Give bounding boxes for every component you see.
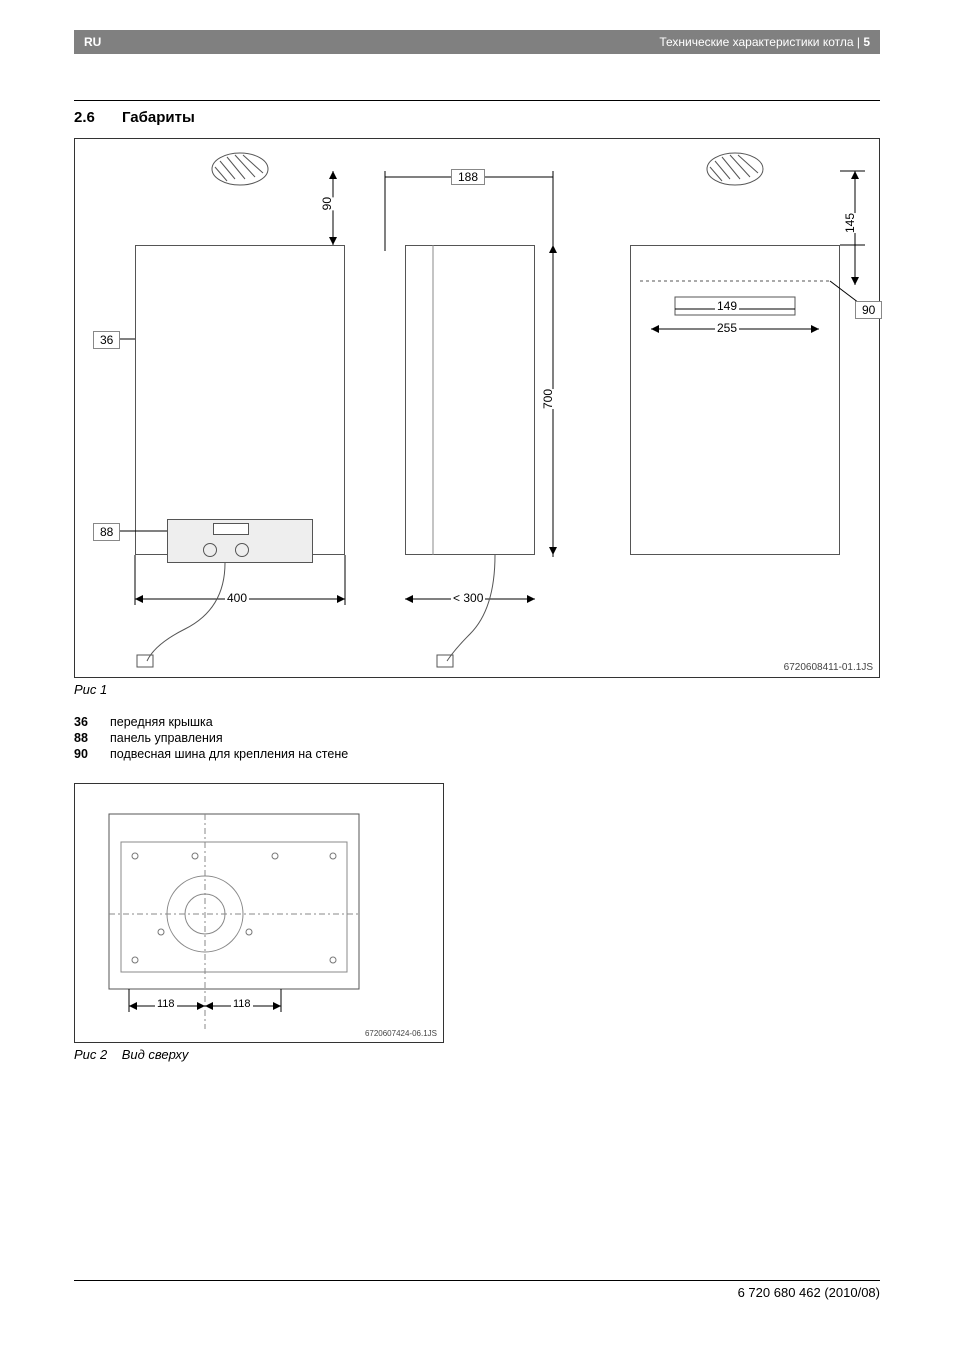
dim-149: 149 [715,299,739,313]
section-number: 2.6 [74,109,122,126]
breadcrumb-sep: | [854,35,864,49]
figure-1: 90 36 88 400 188 700 < 300 [74,138,880,678]
section-heading: 2.6Габариты [74,109,880,126]
legend-num: 36 [74,715,110,729]
figure-2: 118 118 6720607424-06.1JS [74,783,444,1043]
dim-118b: 118 [231,998,253,1010]
page-footer: 6 720 680 462 (2010/08) [74,1280,880,1300]
page-header: RU Технические характеристики котла | 5 [74,30,880,54]
fig2-caption-num: Рис 2 [74,1047,107,1062]
header-breadcrumb: Технические характеристики котла | 5 [659,35,870,49]
legend-row: 36 передняя крышка [74,715,880,729]
page-content: 2.6Габариты [74,100,880,1062]
dim-145: 145 [841,213,859,233]
section-title-text: Габариты [122,109,195,126]
legend-text: подвесная шина для крепления на стене [110,747,348,761]
fig2-drawing-id: 6720607424-06.1JS [365,1029,437,1038]
section-rule [74,100,880,101]
footer-doc-id: 6 720 680 462 (2010/08) [738,1285,880,1300]
fig2-drawing [75,784,445,1044]
dim-90-rear: 90 [855,301,882,319]
fig2-caption-text: Вид сверху [122,1047,189,1062]
legend-num: 88 [74,731,110,745]
legend-num: 90 [74,747,110,761]
legend: 36 передняя крышка 88 панель управления … [74,715,880,761]
legend-row: 90 подвесная шина для крепления на стене [74,747,880,761]
breadcrumb-text: Технические характеристики котла [659,35,853,49]
dim-255: 255 [715,321,739,335]
legend-text: передняя крышка [110,715,213,729]
legend-text: панель управления [110,731,223,745]
page-number: 5 [863,35,870,49]
fig2-caption: Рис 2 Вид сверху [74,1047,880,1062]
rear-view-lines [75,139,881,679]
fig1-drawing-id: 6720608411-01.1JS [784,662,873,673]
header-lang: RU [84,35,101,49]
dim-118a: 118 [155,998,177,1010]
fig1-caption: Рис 1 [74,682,880,697]
legend-row: 88 панель управления [74,731,880,745]
